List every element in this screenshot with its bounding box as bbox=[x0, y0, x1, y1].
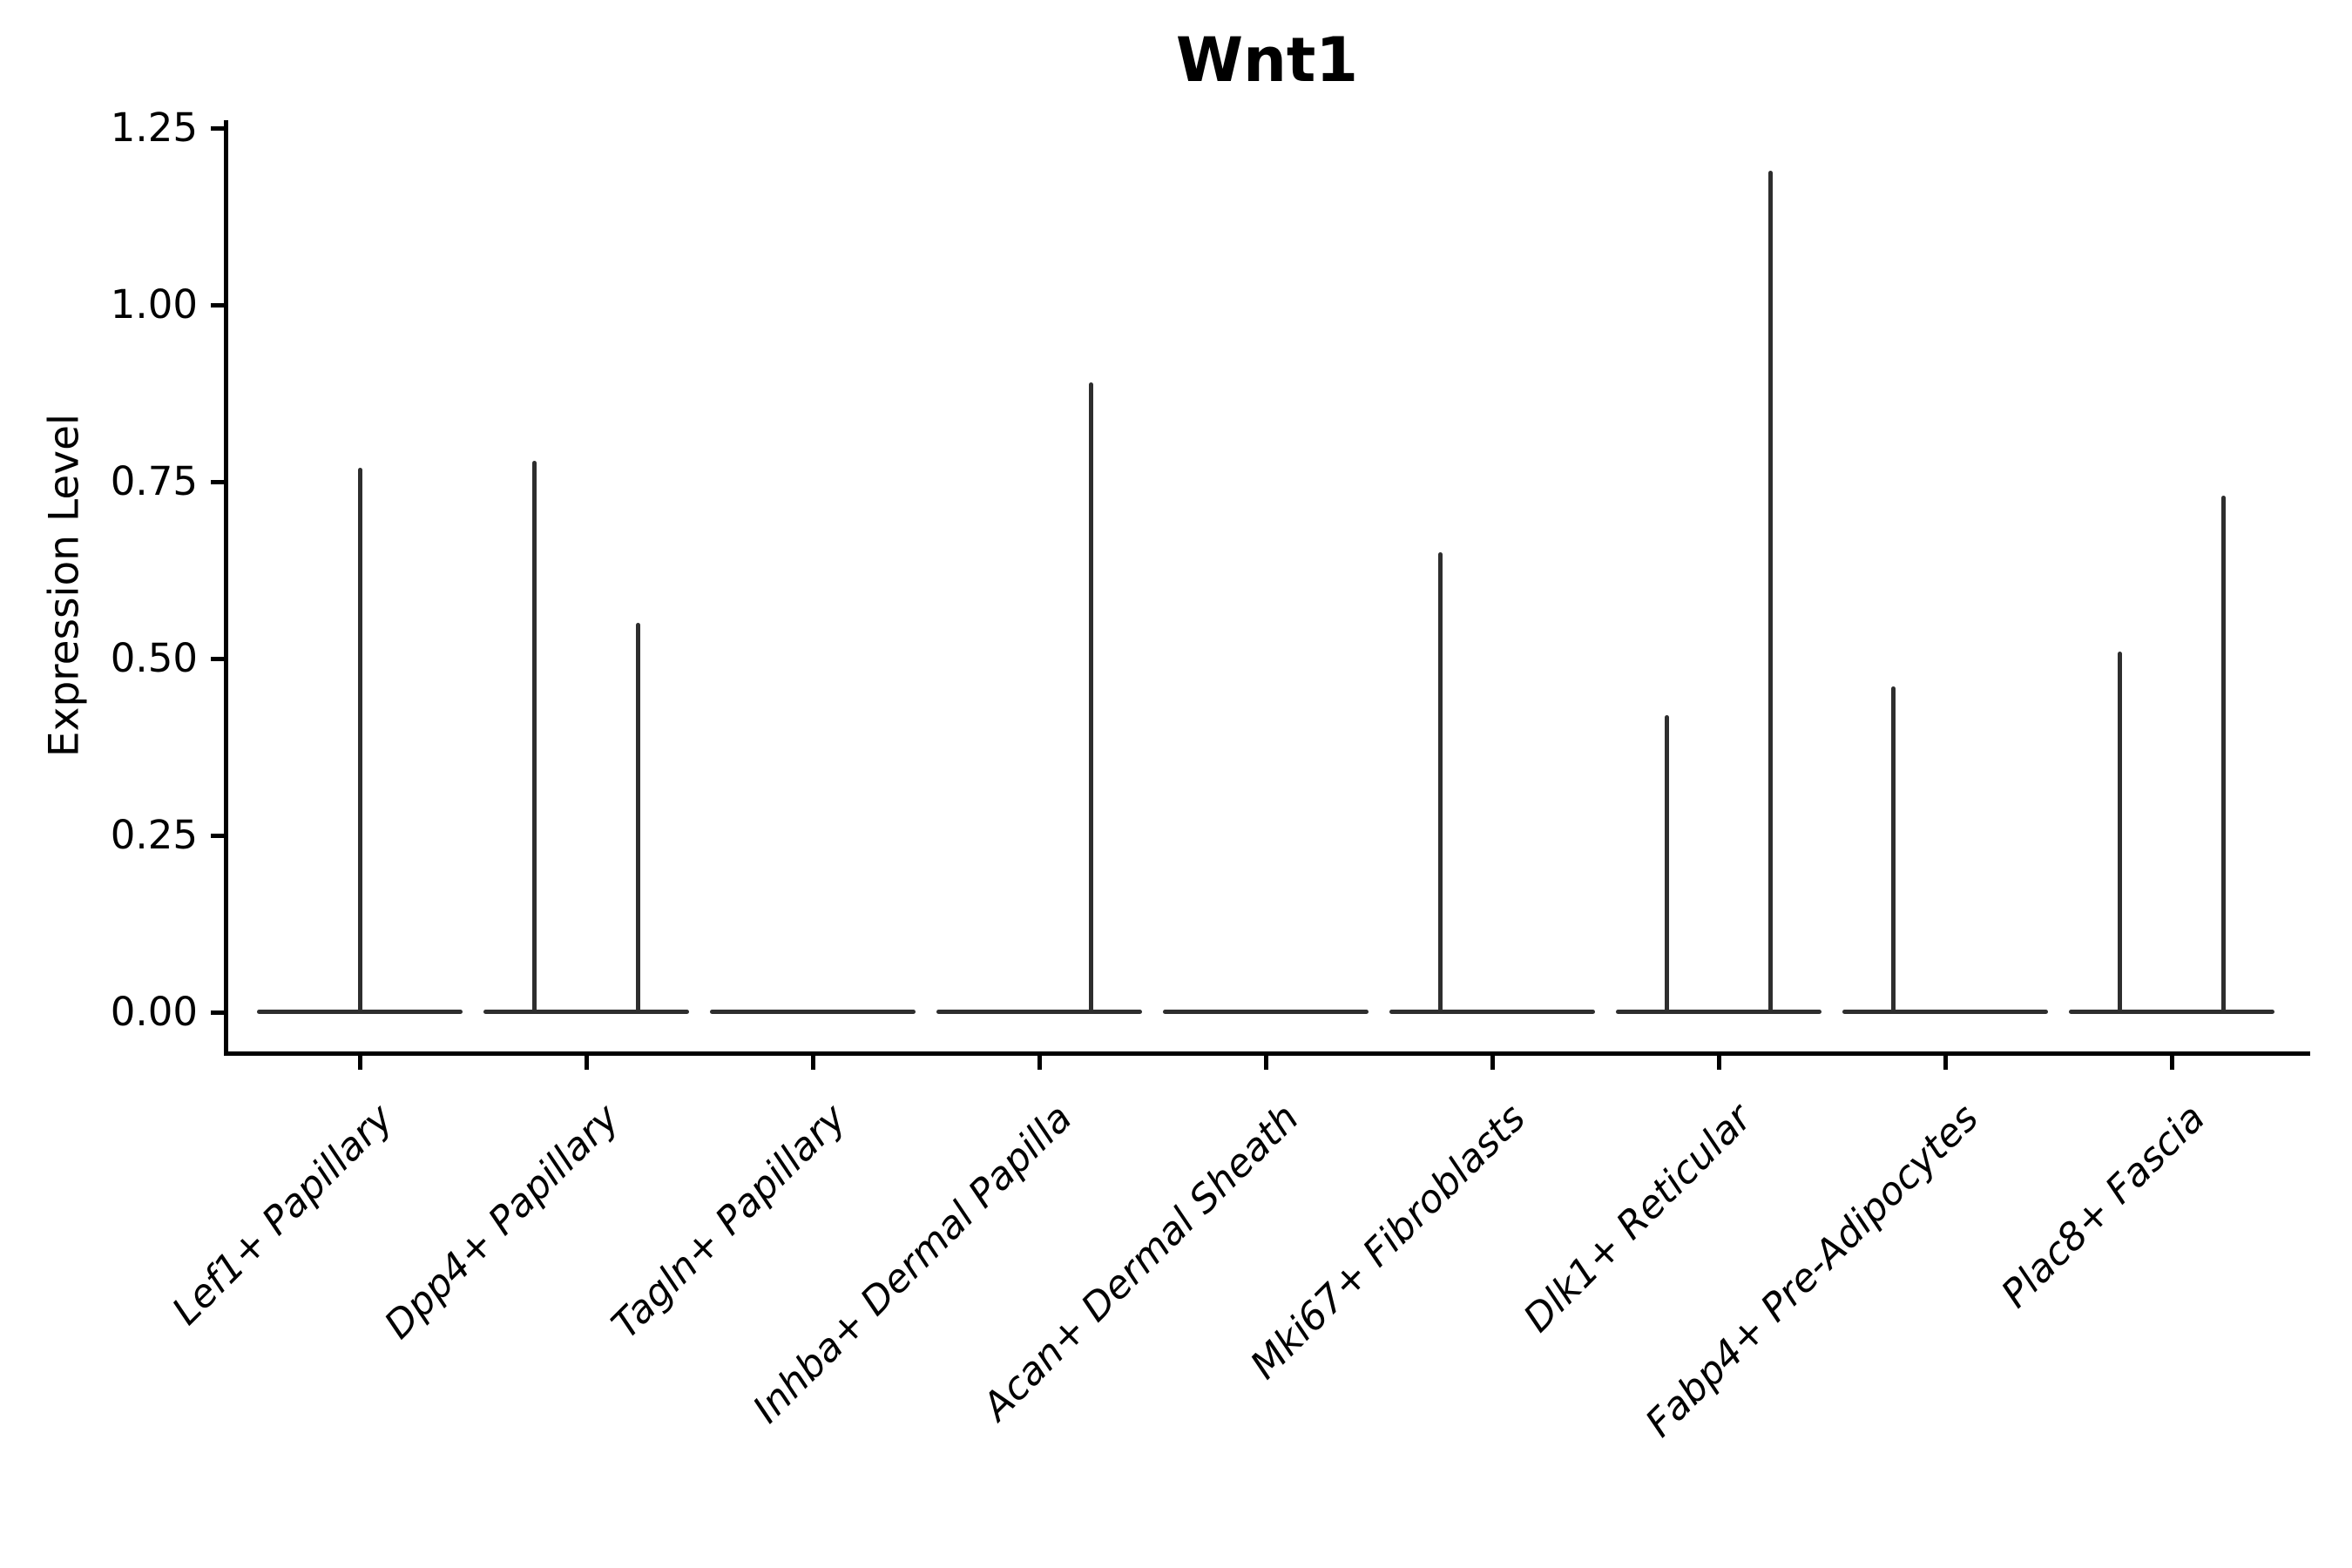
violin-baseline bbox=[936, 1010, 1142, 1014]
violin-spike bbox=[1088, 382, 1093, 1014]
x-tick-mark bbox=[811, 1056, 815, 1070]
x-tick-mark bbox=[1717, 1056, 1721, 1070]
violin-baseline bbox=[1163, 1010, 1369, 1014]
violin-baseline bbox=[483, 1010, 689, 1014]
violin-spike bbox=[1891, 686, 1896, 1014]
x-tick-mark bbox=[358, 1056, 362, 1070]
x-axis-spine bbox=[224, 1051, 2310, 1056]
violin-spike bbox=[2118, 651, 2123, 1014]
x-tick-label: Plac8+ Fascia bbox=[1992, 1095, 2213, 1317]
x-tick-mark bbox=[2170, 1056, 2174, 1070]
y-tick-mark bbox=[211, 657, 224, 661]
x-tick-mark bbox=[1490, 1056, 1495, 1070]
plot-title: Wnt1 bbox=[1175, 24, 1359, 96]
violin-baseline bbox=[1842, 1010, 2048, 1014]
x-tick-label: Lef1+ Papillary bbox=[163, 1095, 402, 1334]
y-tick-mark bbox=[211, 480, 224, 484]
violin-baseline bbox=[710, 1010, 916, 1014]
violin-spike bbox=[1665, 714, 1670, 1014]
y-axis-spine bbox=[224, 120, 228, 1056]
y-tick-mark bbox=[211, 126, 224, 131]
x-tick-label: Tagln+ Papillary bbox=[603, 1095, 855, 1348]
x-tick-mark bbox=[1037, 1056, 1042, 1070]
x-tick-label: Dpp4+ Papillary bbox=[375, 1095, 628, 1348]
y-tick-label: 0.75 bbox=[110, 458, 198, 504]
x-tick-mark bbox=[585, 1056, 589, 1070]
violin-spike bbox=[532, 460, 537, 1014]
violin-spike bbox=[357, 467, 362, 1014]
violin-baseline bbox=[1616, 1010, 1821, 1014]
y-tick-mark bbox=[211, 303, 224, 308]
violin-spike bbox=[1767, 170, 1773, 1014]
y-tick-mark bbox=[211, 1010, 224, 1015]
y-tick-label: 1.25 bbox=[110, 105, 198, 151]
violin-spike bbox=[635, 623, 640, 1014]
y-tick-label: 1.00 bbox=[110, 281, 198, 328]
y-tick-label: 0.00 bbox=[110, 989, 198, 1035]
x-tick-mark bbox=[1943, 1056, 1948, 1070]
y-tick-label: 0.25 bbox=[110, 812, 198, 858]
violin-baseline bbox=[2069, 1010, 2274, 1014]
y-tick-label: 0.50 bbox=[110, 635, 198, 681]
violin-spike bbox=[1438, 552, 1443, 1014]
violin-spike bbox=[2220, 496, 2226, 1014]
x-tick-mark bbox=[1264, 1056, 1268, 1070]
y-tick-mark bbox=[211, 834, 224, 838]
x-tick-label: Dlk1+ Reticular bbox=[1515, 1095, 1761, 1342]
violin-baseline bbox=[1389, 1010, 1595, 1014]
